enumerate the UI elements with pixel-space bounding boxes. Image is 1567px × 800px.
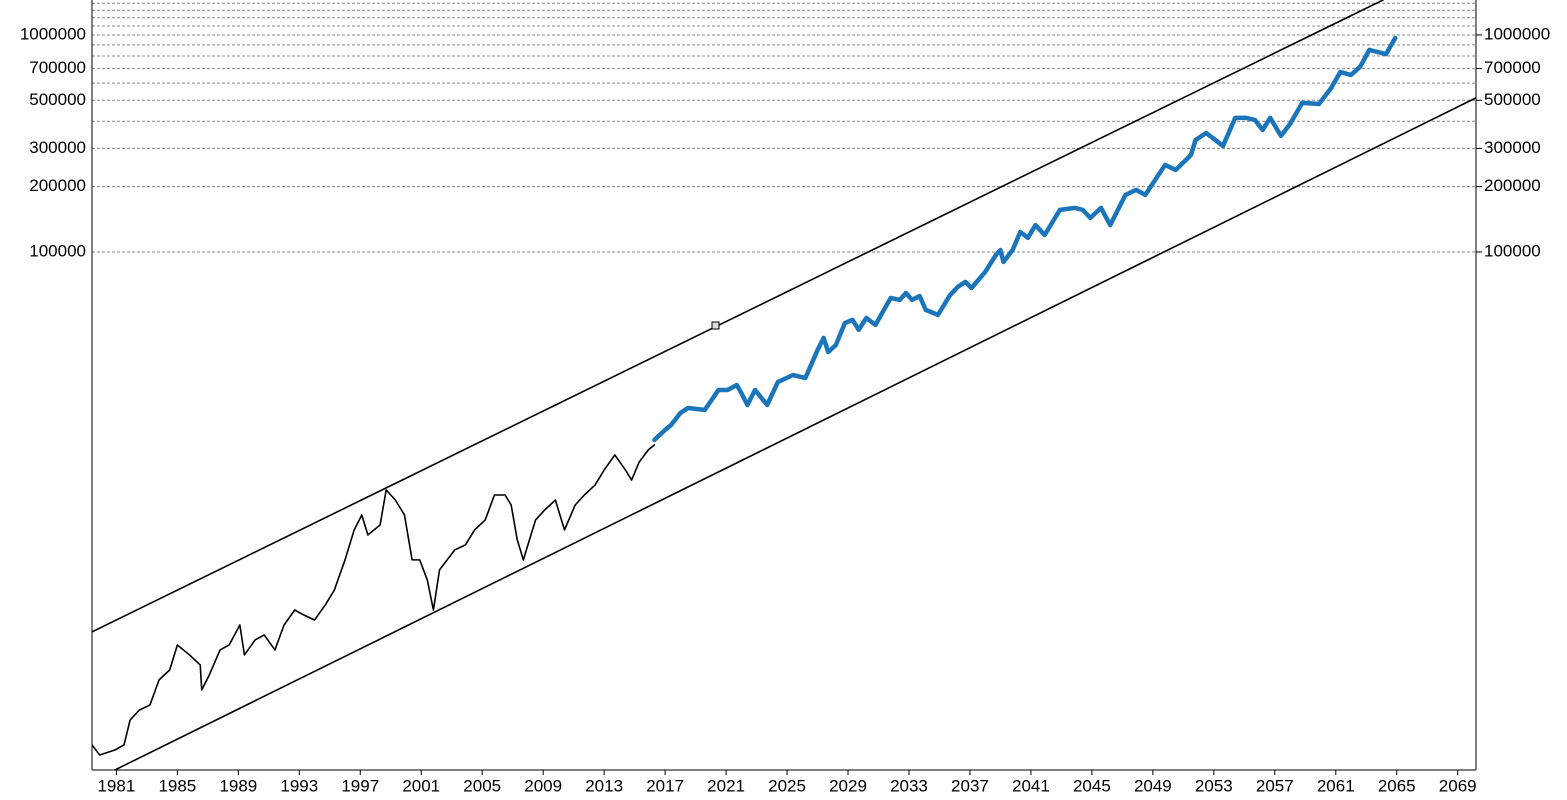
series-line [114,97,1476,770]
x-tick-label: 1993 [280,776,318,795]
x-tick-label: 2009 [524,776,562,795]
y-tick-label-right: 300000 [1484,138,1541,157]
x-tick-label: 2001 [402,776,440,795]
x-tick-label: 2033 [890,776,928,795]
x-tick-label: 2061 [1317,776,1355,795]
x-tick-label: 2013 [585,776,623,795]
x-tick-label: 2057 [1256,776,1294,795]
x-tick-label: 1989 [219,776,257,795]
y-tick-label-left: 500000 [29,90,86,109]
y-tick-label-left: 100000 [29,241,86,260]
x-tick-label: 2025 [768,776,806,795]
y-tick-label-right: 100000 [1484,241,1541,260]
x-tick-label: 2041 [1012,776,1050,795]
x-tick-label: 2017 [646,776,684,795]
y-tick-label-right: 200000 [1484,176,1541,195]
plot-area [92,0,1476,770]
line-handle[interactable] [711,321,720,330]
x-tick-label: 2029 [829,776,867,795]
x-tick-label: 2069 [1439,776,1477,795]
series-line [652,35,1398,443]
labels: 100000 100000 200000 200000 300000 300000 5000… [20,24,1550,795]
y-tick-label-left: 1000000 [20,24,86,43]
x-tick-label: 1981 [97,776,135,795]
x-tick-label: 2053 [1195,776,1233,795]
y-tick-label-right: 700000 [1484,58,1541,77]
y-tick-label-right: 1000000 [1484,24,1550,43]
x-tick-label: 2037 [951,776,989,795]
x-tick-label: 1985 [158,776,196,795]
x-tick-label: 1997 [341,776,379,795]
series-line [92,0,1384,633]
y-tick-label-left: 300000 [29,138,86,157]
grid [92,2,1482,775]
x-tick-label: 2021 [707,776,745,795]
y-tick-label-left: 700000 [29,58,86,77]
x-tick-label: 2065 [1378,776,1416,795]
x-tick-label: 2045 [1073,776,1111,795]
y-tick-label-left: 200000 [29,176,86,195]
x-tick-label: 2049 [1134,776,1172,795]
y-tick-label-right: 500000 [1484,90,1541,109]
series-line [92,444,656,756]
x-tick-label: 2005 [463,776,501,795]
